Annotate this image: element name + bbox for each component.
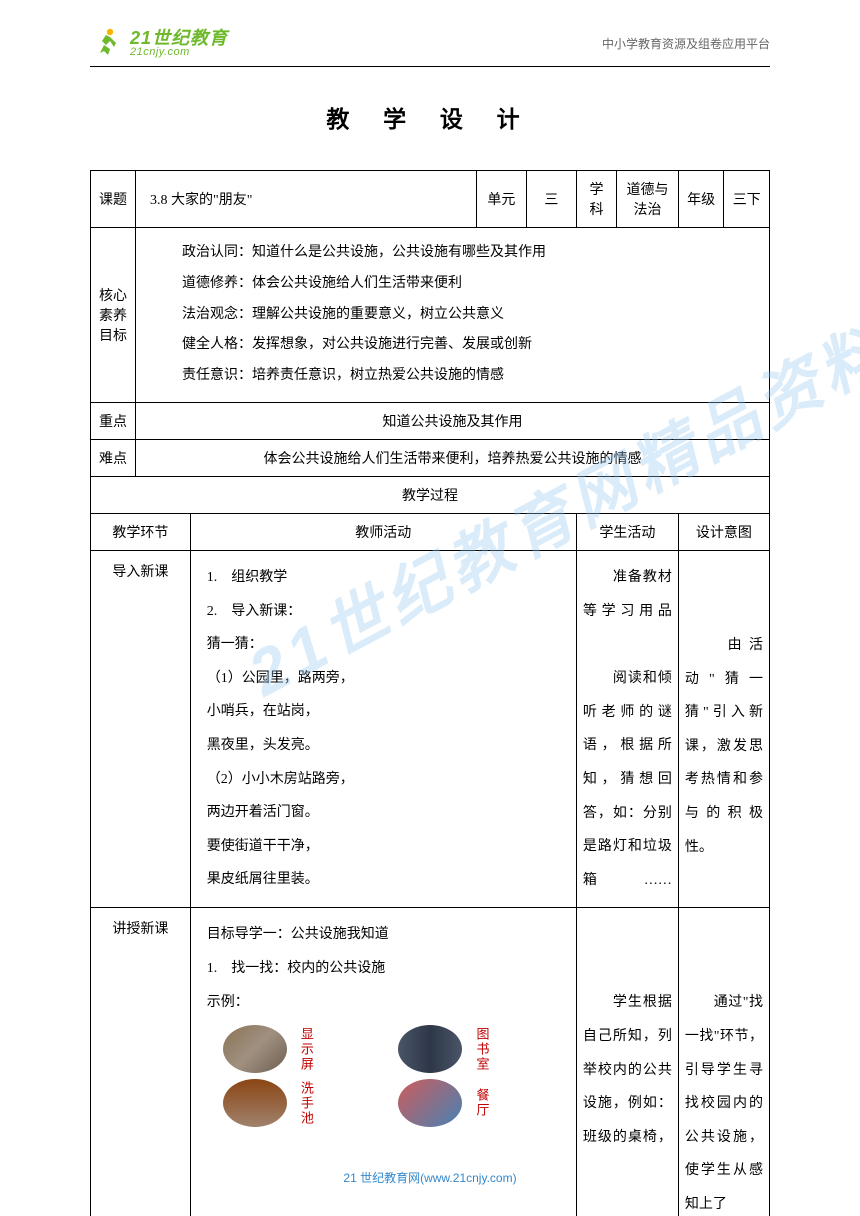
keypoint-value: 知道公共设施及其作用 [135,402,769,439]
image-row-2: 洗手池 餐厅 [223,1079,560,1127]
intent-text: 由活动"猜一猜"引入新课，激发思考热情和参与的积极性。 [685,629,763,864]
difficulty-row: 难点 体会公共设施给人们生活带来便利，培养热爱公共设施的情感 [91,439,770,476]
goals-row: 核心 素养 目标 政治认同：知道什么是公共设施，公共设施有哪些及其作用 道德修养… [91,228,770,403]
image-label: 显示屏 [291,1027,322,1072]
intro-teacher: 1. 组织教学 2. 导入新课： 猜一猜： （1）公园里，路两旁， 小哨兵，在站… [190,550,576,907]
document-content: 教 学 设 计 21世纪教育网精品资料 课题 3.8 大家的"朋友" 单元 三 … [90,100,770,1216]
teacher-line: 两边开着活门窗。 [207,796,560,830]
goal-item: 责任意识：培养责任意识，树立热爱公共设施的情感 [154,361,751,392]
site-logo: 21世纪教育 21cnjy.com [90,25,228,61]
topic-value: 3.8 大家的"朋友" [135,171,476,228]
student-line: 准备教材等学习用品 [583,561,672,628]
difficulty-value: 体会公共设施给人们生活带来便利，培养热爱公共设施的情感 [135,439,769,476]
teacher-line: 1. 组织教学 [207,561,560,595]
facility-image [223,1079,287,1127]
subject-value: 道德与法治 [617,171,679,228]
process-header: 教学过程 [91,476,770,513]
goal-item: 道德修养：体会公共设施给人们生活带来便利 [154,269,751,300]
teacher-line: 示例： [207,986,560,1020]
subject-label: 学科 [576,171,616,228]
image-label: 洗手池 [291,1081,322,1126]
facility-image [398,1025,462,1073]
image-item: 显示屏 [223,1025,385,1073]
process-header-row: 教学过程 [91,476,770,513]
logo-icon [90,25,126,61]
image-item: 洗手池 [223,1079,385,1127]
teacher-line: 2. 导入新课： [207,595,560,629]
grade-value: 三下 [724,171,770,228]
footer-text: 21 世纪教育网(www.21cnjy.com) [343,1171,516,1185]
intro-stage: 导入新课 [91,550,191,907]
logo-sub-text: 21cnjy.com [130,47,228,58]
teacher-col-header: 教师活动 [190,513,576,550]
difficulty-label: 难点 [91,439,136,476]
meta-row: 课题 3.8 大家的"朋友" 单元 三 学科 道德与法治 年级 三下 [91,171,770,228]
teacher-line: 1. 找一找：校内的公共设施 [207,952,560,986]
page-header: 21世纪教育 21cnjy.com 中小学教育资源及组卷应用平台 [0,25,860,61]
grade-label: 年级 [678,171,724,228]
student-col-header: 学生活动 [576,513,678,550]
image-label: 餐厅 [466,1088,497,1118]
teacher-line: 要使街道干干净， [207,830,560,864]
header-platform-text: 中小学教育资源及组卷应用平台 [602,35,770,52]
goal-item: 健全人格：发挥想象，对公共设施进行完善、发展或创新 [154,330,751,361]
teacher-line: 黑夜里，头发亮。 [207,729,560,763]
student-line: 阅读和倾听老师的谜语，根据所知，猜想回答，如：分别是路灯和垃圾箱…… [583,662,672,897]
facility-image [223,1025,287,1073]
teacher-line: 目标导学一：公共设施我知道 [207,918,560,952]
student-text: 学生根据自己所知，列举校内的公共设施，例如：班级的桌椅， [583,986,672,1154]
topic-label: 课题 [91,171,136,228]
goals-label-1: 核心 [97,285,129,305]
logo-main-text: 21世纪教育 [130,29,228,47]
image-item: 图书室 [398,1025,560,1073]
intent-col-header: 设计意图 [678,513,769,550]
teacher-line: 猜一猜： [207,628,560,662]
goals-label: 核心 素养 目标 [91,228,136,403]
header-divider [90,66,770,67]
unit-value: 三 [526,171,576,228]
teacher-line: 小哨兵，在站岗， [207,695,560,729]
goals-content: 政治认同：知道什么是公共设施，公共设施有哪些及其作用 道德修养：体会公共设施给人… [135,228,769,403]
goal-item: 政治认同：知道什么是公共设施，公共设施有哪些及其作用 [154,238,751,269]
keypoint-label: 重点 [91,402,136,439]
stage-col-header: 教学环节 [91,513,191,550]
teacher-line: 果皮纸屑往里装。 [207,863,560,897]
unit-label: 单元 [476,171,526,228]
keypoint-row: 重点 知道公共设施及其作用 [91,402,770,439]
lesson-plan-table: 课题 3.8 大家的"朋友" 单元 三 学科 道德与法治 年级 三下 核心 素养… [90,170,770,1216]
goal-item: 法治观念：理解公共设施的重要意义，树立公共意义 [154,300,751,331]
teacher-line: （2）小小木房站路旁， [207,763,560,797]
page-title: 教 学 设 计 [90,100,770,134]
image-item: 餐厅 [398,1079,528,1127]
teacher-line: （1）公园里，路两旁， [207,662,560,696]
intro-intent: 由活动"猜一猜"引入新课，激发思考热情和参与的积极性。 [678,550,769,907]
intro-student: 准备教材等学习用品 阅读和倾听老师的谜语，根据所知，猜想回答，如：分别是路灯和垃… [576,550,678,907]
process-cols-row: 教学环节 教师活动 学生活动 设计意图 [91,513,770,550]
image-row-1: 显示屏 图书室 [223,1025,560,1073]
goals-label-2: 素养 [97,305,129,325]
intro-row: 导入新课 1. 组织教学 2. 导入新课： 猜一猜： （1）公园里，路两旁， 小… [91,550,770,907]
facility-image [398,1079,462,1127]
goals-label-3: 目标 [97,325,129,345]
page-footer: 21 世纪教育网(www.21cnjy.com) [0,1169,860,1186]
image-label: 图书室 [466,1027,497,1072]
logo-text: 21世纪教育 21cnjy.com [130,29,228,58]
